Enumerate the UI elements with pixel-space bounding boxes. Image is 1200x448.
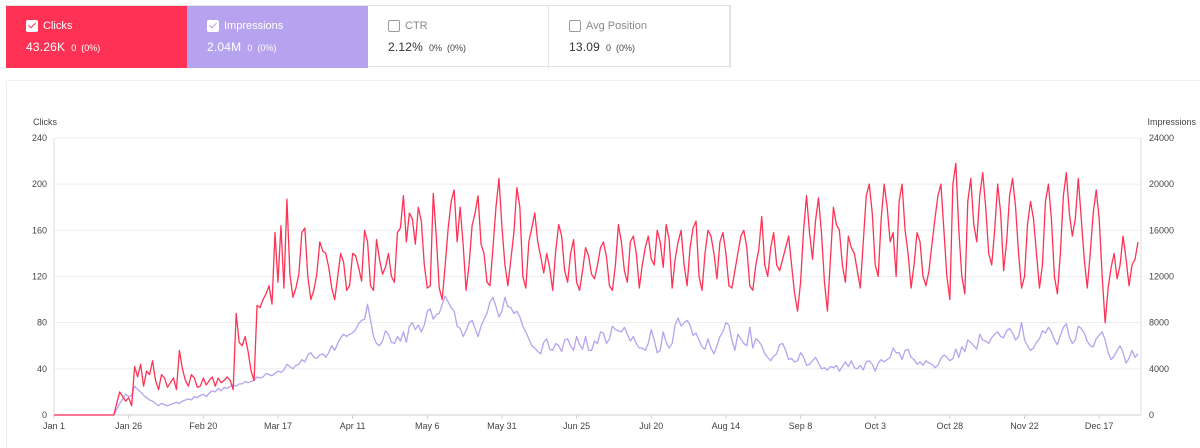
x-axis: Jan 1 Jan 26 Feb 20 Mar 17 Apr 11 May 6 May 31… — [43, 415, 1113, 431]
right-tick-label: 12000 — [1149, 272, 1174, 282]
metric-value: 43.26K — [26, 40, 66, 54]
x-tick-label: Oct 3 — [864, 421, 886, 431]
left-tick-label: 200 — [32, 179, 47, 189]
right-tick-label: 24000 — [1149, 133, 1174, 143]
metrics-bar: Clicks 43.26K 0 (0%) Impressions 2.04M 0… — [6, 5, 731, 68]
right-tick-label: 16000 — [1149, 225, 1174, 235]
impressions-checkbox-icon[interactable] — [207, 20, 219, 32]
metric-value: 2.12% — [388, 40, 424, 54]
metric-change-percent: (0%) — [447, 43, 467, 53]
right-axis-title: Impressions — [1147, 117, 1196, 127]
metric-label: CTR — [405, 20, 428, 32]
x-tick-label: May 6 — [415, 421, 440, 431]
metric-card-avg-position[interactable]: Avg Position 13.09 0 (0%) — [549, 6, 730, 68]
clicks-checkbox-icon[interactable] — [26, 20, 38, 32]
x-tick-label: Jan 26 — [115, 421, 142, 431]
metric-change-percent: (0%) — [616, 43, 636, 53]
metric-card-ctr[interactable]: CTR 2.12% 0% (0%) — [368, 6, 549, 68]
metric-change-percent: (0%) — [81, 43, 101, 53]
metric-delta: 0 — [606, 43, 612, 53]
left-axis: 0 40 80 120 160 200 240 — [32, 133, 47, 420]
x-tick-label: Nov 22 — [1010, 421, 1039, 431]
x-tick-label: Apr 11 — [340, 421, 366, 431]
right-axis: 0 4000 8000 12000 16000 20000 24000 — [1149, 133, 1174, 420]
impressions-series-line — [54, 295, 1139, 416]
metric-value: 13.09 — [569, 40, 601, 54]
left-tick-label: 0 — [42, 410, 47, 420]
metric-delta: 0% — [429, 43, 443, 53]
metric-value: 2.04M — [207, 40, 242, 54]
right-tick-label: 8000 — [1149, 318, 1169, 328]
x-tick-label: Feb 20 — [189, 421, 217, 431]
metric-delta: 0 — [71, 43, 77, 53]
right-tick-label: 0 — [1149, 410, 1154, 420]
metric-label: Clicks — [43, 20, 73, 32]
right-tick-label: 20000 — [1149, 179, 1174, 189]
right-tick-label: 4000 — [1149, 364, 1169, 374]
left-axis-title: Clicks — [33, 117, 57, 127]
x-tick-label: May 31 — [487, 421, 517, 431]
x-tick-label: Mar 17 — [264, 421, 292, 431]
x-tick-label: Aug 14 — [712, 421, 741, 431]
left-tick-label: 40 — [37, 364, 47, 374]
metric-card-impressions[interactable]: Impressions 2.04M 0 (0%) — [187, 6, 368, 68]
x-tick-label: Jun 25 — [563, 421, 590, 431]
metric-label: Impressions — [224, 20, 284, 32]
x-tick-label: Dec 17 — [1085, 421, 1114, 431]
x-tick-label: Jan 1 — [43, 421, 65, 431]
metric-delta: 0 — [247, 43, 253, 53]
left-tick-label: 80 — [37, 318, 47, 328]
metric-change-percent: (0%) — [257, 43, 277, 53]
chart-series — [54, 162, 1139, 416]
metric-card-clicks[interactable]: Clicks 43.26K 0 (0%) — [6, 6, 187, 68]
x-tick-label: Sep 8 — [789, 421, 813, 431]
performance-line-chart: Clicks Impressions 0 40 80 120 160 200 240 0 40… — [32, 117, 1197, 431]
metric-label: Avg Position — [586, 20, 647, 32]
left-tick-label: 120 — [32, 272, 47, 282]
chart-panel: Clicks Impressions 0 40 80 120 160 200 240 0 40… — [6, 80, 1200, 448]
avg-position-checkbox-icon[interactable] — [569, 20, 581, 32]
x-tick-label: Jul 20 — [639, 421, 663, 431]
left-tick-label: 160 — [32, 225, 47, 235]
clicks-series-line — [54, 162, 1139, 416]
chart-grid — [53, 137, 1142, 416]
ctr-checkbox-icon[interactable] — [388, 20, 400, 32]
left-tick-label: 240 — [32, 133, 47, 143]
x-tick-label: Oct 28 — [937, 421, 964, 431]
